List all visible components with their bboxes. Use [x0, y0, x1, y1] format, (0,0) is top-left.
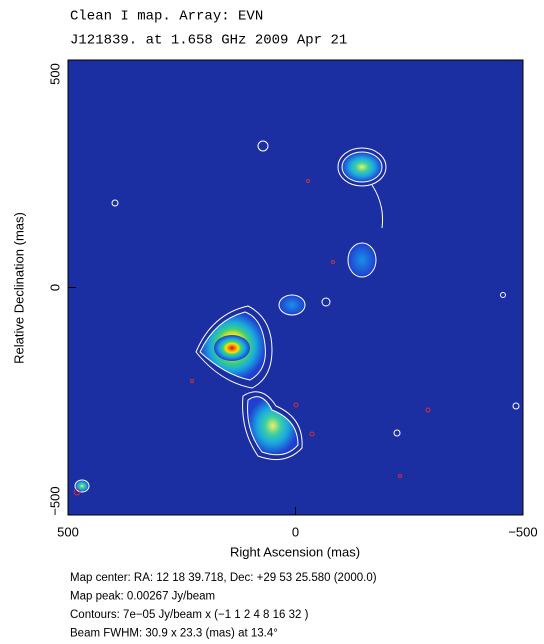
note: Map peak: 0.00267 Jy/beam	[70, 591, 215, 603]
source-north	[342, 152, 382, 182]
x-tick-label: −500	[508, 524, 537, 539]
page: Clean I map. Array: EVN J121839. at 1.65…	[0, 0, 544, 644]
source-peak	[214, 335, 250, 361]
source-knot	[348, 243, 376, 277]
subtitle: J121839. at 1.658 GHz 2009 Apr 21	[70, 33, 347, 49]
note: Map center: RA: 12 18 39.718, Dec: +29 5…	[70, 572, 377, 584]
beam	[75, 480, 89, 492]
y-tick-label: 500	[47, 63, 62, 85]
y-axis-label: Relative Declination (mas)	[11, 212, 26, 364]
title: Clean I map. Array: EVN	[70, 9, 263, 25]
map-image	[68, 60, 523, 515]
x-tick-label: 0	[292, 524, 299, 539]
y-tick-label: −500	[47, 486, 62, 515]
source-knot	[279, 295, 305, 315]
note: Contours: 7e−05 Jy/beam x (−1 1 2 4 8 16…	[70, 609, 309, 621]
y-tick-label: 0	[47, 284, 62, 291]
note: Beam FWHM: 30.9 x 23.3 (mas) at 13.4°	[70, 628, 278, 640]
chart: Clean I map. Array: EVN J121839. at 1.65…	[0, 0, 544, 644]
x-tick-label: 500	[57, 524, 79, 539]
x-axis-label: Right Ascension (mas)	[230, 544, 360, 559]
